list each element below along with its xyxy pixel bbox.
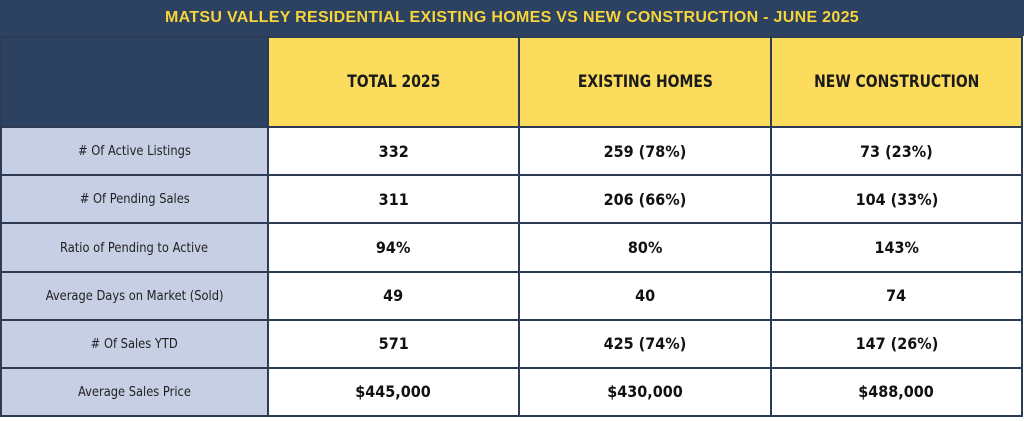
cell-value: 73 (23%) <box>860 141 933 161</box>
header-corner-cell <box>0 35 269 129</box>
cell-value: 49 <box>383 286 404 306</box>
table-row: # Of Active Listings 332 259 (78%) 73 (2… <box>0 126 1023 177</box>
row-label-cell: # Of Pending Sales <box>0 174 269 225</box>
row-label: # Of Pending Sales <box>79 191 190 208</box>
cell-value: 425 (74%) <box>603 334 687 354</box>
table-row: Average Sales Price $445,000 $430,000 $4… <box>0 366 1023 418</box>
value-cell: 311 <box>267 174 520 225</box>
cell-value: 206 (66%) <box>603 189 687 209</box>
cell-value: $488,000 <box>858 382 935 402</box>
row-label-cell: Average Days on Market (Sold) <box>0 270 269 321</box>
table-row: Average Days on Market (Sold) 49 40 74 <box>0 270 1023 321</box>
value-cell: 206 (66%) <box>518 174 772 225</box>
column-header-label: NEW CONSTRUCTION <box>813 72 980 93</box>
column-header-label: TOTAL 2025 <box>346 72 441 93</box>
value-cell: 259 (78%) <box>518 126 772 177</box>
value-cell: 332 <box>267 126 520 177</box>
value-cell: 74 <box>770 270 1023 321</box>
table-row: # Of Sales YTD 571 425 (74%) 147 (26%) <box>0 318 1023 369</box>
cell-value: 80% <box>627 238 663 258</box>
page-title: MATSU VALLEY RESIDENTIAL EXISTING HOMES … <box>0 0 1024 36</box>
value-cell: 94% <box>267 222 520 273</box>
cell-value: 147 (26%) <box>855 334 938 354</box>
cell-value: 311 <box>378 189 409 209</box>
column-header-existing-homes: EXISTING HOMES <box>518 35 772 129</box>
cell-value: 40 <box>634 286 656 306</box>
value-cell: $445,000 <box>267 366 520 418</box>
cell-value: 94% <box>376 238 411 258</box>
row-label-cell: Ratio of Pending to Active <box>0 222 269 273</box>
row-label: Ratio of Pending to Active <box>60 239 209 256</box>
value-cell: 425 (74%) <box>518 318 772 369</box>
value-cell: 147 (26%) <box>770 318 1023 369</box>
value-cell: 49 <box>267 270 520 321</box>
cell-value: 74 <box>886 286 907 306</box>
row-label: Average Sales Price <box>78 383 191 400</box>
value-cell: 80% <box>518 222 772 273</box>
value-cell: 571 <box>267 318 520 369</box>
value-cell: 40 <box>518 270 772 321</box>
value-cell: 143% <box>770 222 1023 273</box>
row-label-cell: # Of Sales YTD <box>0 318 269 369</box>
cell-value: 259 (78%) <box>603 141 687 161</box>
table-row: Ratio of Pending to Active 94% 80% 143% <box>0 222 1023 273</box>
row-label-cell: # Of Active Listings <box>0 126 269 177</box>
value-cell: $488,000 <box>770 366 1023 418</box>
value-cell: $430,000 <box>518 366 772 418</box>
row-label-cell: Average Sales Price <box>0 366 269 418</box>
column-header-new-construction: NEW CONSTRUCTION <box>770 35 1023 129</box>
column-header-total-2025: TOTAL 2025 <box>267 35 520 129</box>
cell-value: 571 <box>378 334 409 354</box>
cell-value: $445,000 <box>355 382 432 402</box>
cell-value: 104 (33%) <box>855 189 938 209</box>
value-cell: 104 (33%) <box>770 174 1023 225</box>
cell-value: 143% <box>874 238 919 258</box>
row-label: # Of Active Listings <box>78 143 191 160</box>
row-label: Average Days on Market (Sold) <box>45 287 224 304</box>
value-cell: 73 (23%) <box>770 126 1023 177</box>
table-row: # Of Pending Sales 311 206 (66%) 104 (33… <box>0 174 1023 225</box>
table-header-row: TOTAL 2025 EXISTING HOMES NEW CONSTRUCTI… <box>0 35 1023 129</box>
row-label: # Of Sales YTD <box>90 335 179 352</box>
cell-value: $430,000 <box>607 382 683 402</box>
column-header-label: EXISTING HOMES <box>577 72 713 93</box>
comparison-table: TOTAL 2025 EXISTING HOMES NEW CONSTRUCTI… <box>0 35 1023 418</box>
cell-value: 332 <box>378 141 409 161</box>
